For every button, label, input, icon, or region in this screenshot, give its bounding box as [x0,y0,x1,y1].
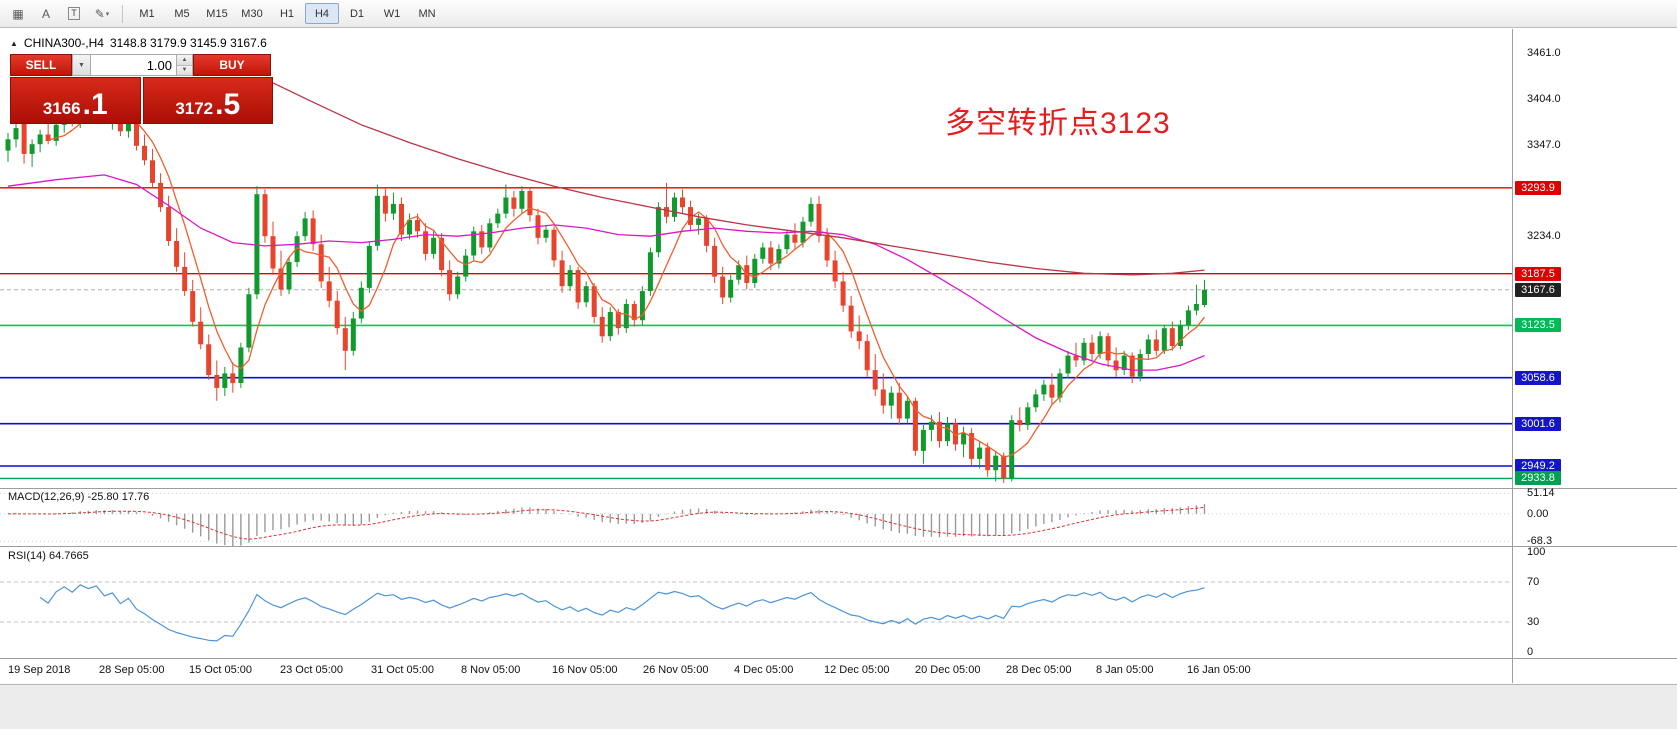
time-axis[interactable]: 19 Sep 2018 28 Sep 05:00 15 Oct 05:00 23 Oc… [0,659,1512,683]
price-axis-label: 3347.0 [1527,139,1561,151]
time-axis-label: 15 Oct 05:00 [189,664,252,676]
text-label-icon[interactable]: A [33,3,59,25]
price-axis-badge: 3167.6 [1515,283,1561,297]
panel-separator[interactable] [0,546,1677,547]
time-axis-label: 28 Sep 05:00 [99,664,165,676]
macd-axis[interactable]: 51.14 0.00 -68.3 [1513,487,1677,547]
time-axis-label: 19 Sep 2018 [8,664,71,676]
time-axis-label: 28 Dec 05:00 [1006,664,1072,676]
time-axis-label: 12 Dec 05:00 [824,664,890,676]
sell-button[interactable]: SELL [10,54,72,76]
time-axis-label: 16 Jan 05:00 [1187,664,1251,676]
one-click-trading-panel: SELL ▼ ▲ ▼ BUY 3166 .1 3172 .5 [10,54,273,124]
volume-spin-down[interactable]: ▼ [177,65,192,75]
price-axis[interactable]: 3461.0 3404.0 3347.0 3234.0 3293.9 3187.5 3167… [1513,30,1677,488]
buy-price-main: 3172 [175,99,214,118]
time-axis-label: 31 Oct 05:00 [371,664,434,676]
text-tool-glyph: T [68,7,80,20]
time-axis-label: 23 Oct 05:00 [280,664,343,676]
macd-axis-label: 0.00 [1527,508,1549,520]
time-axis-label: 26 Nov 05:00 [643,664,709,676]
rsi-axis[interactable]: 100 70 30 0 [1513,546,1677,658]
price-axis-separator [1512,29,1513,683]
timeframe-group: M1 M5 M15 M30 H1 H4 D1 W1 MN [130,3,444,24]
timeframe-button-m5[interactable]: M5 [174,7,190,20]
price-axis-badge: 2949.2 [1515,459,1561,473]
draw-tools-icon[interactable]: ✎ ▾ [89,3,115,25]
text-tool-icon[interactable]: T [61,3,87,25]
panel-separator[interactable] [0,658,1677,659]
timeframe-button-w1[interactable]: W1 [383,7,401,20]
rsi-axis-label: 100 [1527,546,1546,558]
toolbar-separator [122,4,123,23]
time-axis-label: 4 Dec 05:00 [734,664,794,676]
rsi-axis-label: 0 [1527,646,1534,658]
rsi-axis-label: 70 [1527,576,1540,588]
main-price-chart[interactable] [0,30,1512,488]
sell-price-display[interactable]: 3166 .1 [10,77,141,124]
price-axis-label: 3404.0 [1527,93,1561,105]
text-label-glyph: A [41,6,50,21]
sell-price-pips: .1 [82,87,108,121]
timeframe-button-m15[interactable]: M15 [206,7,228,20]
chart-header: ▲ CHINA300-,H4 3148.8 3179.9 3145.9 3167… [10,36,267,50]
price-axis-badge: 3001.6 [1515,417,1561,431]
buy-price-pips: .5 [215,87,241,121]
buy-price-display[interactable]: 3172 .5 [142,77,273,124]
timeframe-button-d1[interactable]: D1 [349,7,365,20]
chevron-down-icon: ▾ [105,10,110,18]
annotation-text: 多空转折点3123 [945,107,1171,140]
price-axis-badge: 2933.8 [1515,471,1561,485]
timeframe-button-h1[interactable]: H1 [279,7,295,20]
rsi-panel[interactable] [0,547,1512,658]
macd-axis-label: 51.14 [1527,487,1555,499]
price-axis-badge: 3123.5 [1515,318,1561,332]
symbol-label: CHINA300-,H4 [23,36,104,50]
price-axis-label: 3234.0 [1527,230,1561,242]
pencil-glyph: ✎ [94,6,105,21]
rsi-axis-label: 30 [1527,616,1540,628]
rsi-label: RSI(14) 64.7665 [8,550,89,562]
chart-grid-icon[interactable]: ▦ [5,3,31,25]
buy-button[interactable]: BUY [193,54,271,76]
volume-input[interactable] [91,54,177,76]
macd-label: MACD(12,26,9) -25.80 17.76 [8,491,150,503]
time-axis-label: 20 Dec 05:00 [915,664,981,676]
volume-spin-up[interactable]: ▲ [177,55,192,66]
timeframe-button-m30[interactable]: M30 [241,7,263,20]
price-axis-badge: 3293.9 [1515,181,1561,195]
price-axis-badge: 3058.6 [1515,371,1561,385]
macd-panel[interactable] [0,489,1512,546]
macd-axis-label: -68.3 [1527,535,1553,547]
top-toolbar: ▦ A T ✎ ▾ M1 M5 M15 M30 H1 H4 D1 W1 MN [0,0,1677,28]
chart-grid-glyph: ▦ [12,6,24,21]
price-axis-badge: 3187.5 [1515,267,1561,281]
price-axis-label: 3461.0 [1527,47,1561,59]
sell-price-main: 3166 [42,99,81,118]
time-axis-label: 16 Nov 05:00 [552,664,618,676]
volume-spinner: ▲ ▼ [177,54,193,76]
panel-separator[interactable] [0,488,1677,489]
time-axis-label: 8 Jan 05:00 [1096,664,1154,676]
time-axis-label: 8 Nov 05:00 [461,664,521,676]
timeframe-button-m1[interactable]: M1 [139,7,155,20]
ohlc-values: 3148.8 3179.9 3145.9 3167.6 [109,36,267,50]
collapse-triangle-icon[interactable]: ▲ [10,38,18,48]
window-footer [0,684,1677,729]
volume-dropdown-button[interactable]: ▼ [72,54,91,76]
timeframe-button-mn[interactable]: MN [418,7,436,20]
timeframe-button-h4[interactable]: H4 [305,3,339,24]
